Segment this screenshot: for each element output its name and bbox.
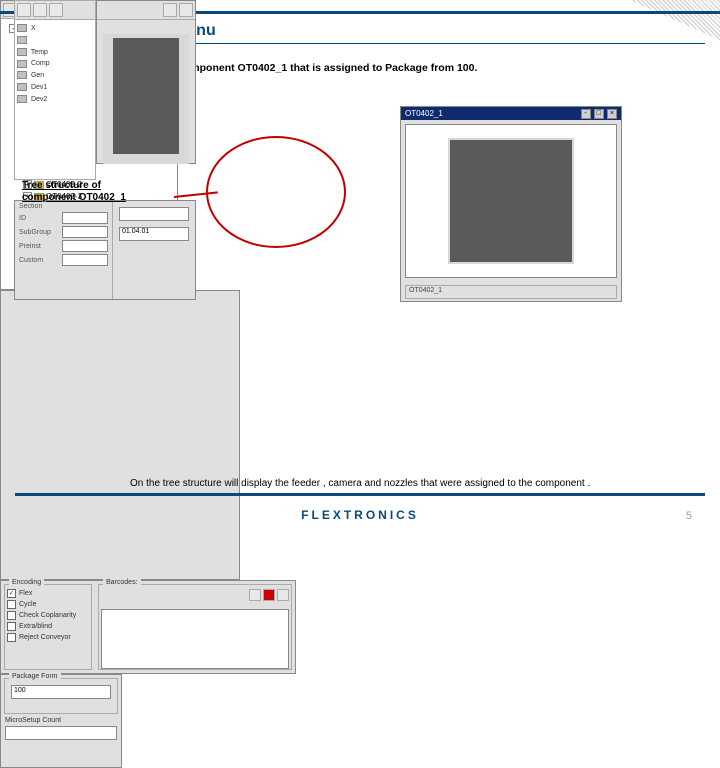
barcodes-legend: Barcodes:	[103, 579, 141, 586]
checkbox-icon[interactable]	[7, 600, 16, 609]
microsetup-field[interactable]	[5, 726, 117, 740]
checkbox-row[interactable]: Extra/blind	[7, 622, 89, 631]
barcodes-list[interactable]	[101, 609, 289, 669]
form-field[interactable]	[62, 254, 108, 266]
toolbar-button[interactable]	[277, 589, 289, 601]
form-row: Preinst	[19, 240, 108, 252]
minimize-icon[interactable]: -	[581, 109, 591, 119]
checkbox-row[interactable]: ✓Flex	[7, 589, 89, 598]
form-field[interactable]	[119, 207, 189, 221]
encoding-group: Encoding ✓FlexCycleCheck CoplanarityExtr…	[4, 584, 92, 670]
toolbar-button[interactable]	[49, 3, 63, 17]
checkbox-label: Check Coplanarity	[19, 612, 76, 619]
checkbox-label: Reject Conveyor	[19, 634, 71, 641]
delete-icon[interactable]	[263, 589, 275, 601]
maximize-icon[interactable]: □	[594, 109, 604, 119]
right-panel-bg	[0, 290, 240, 580]
annotation-line1: Tree structure of	[22, 180, 101, 191]
palette-item[interactable]: Gen	[17, 71, 93, 81]
checkbox-icon[interactable]	[7, 633, 16, 642]
page-number: 5	[686, 510, 692, 522]
package-form-panel: Package Form 100 MicroSetup Count	[0, 674, 122, 768]
palette-item[interactable]: Dev1	[17, 83, 93, 93]
annotation-label: Tree structure of component OT0402_1	[22, 180, 126, 204]
callout-line	[174, 191, 218, 198]
checkbox-label: Flex	[19, 590, 32, 597]
right-statusbar: OT0402_1	[405, 285, 617, 299]
item-icon	[17, 36, 27, 44]
logo: FLEXTRONICS	[301, 508, 419, 522]
form-label: ID	[19, 215, 59, 222]
form-label: Preinst	[19, 243, 59, 250]
palette-item[interactable]: Temp	[17, 48, 93, 58]
left-preview-canvas	[103, 34, 189, 164]
item-icon	[17, 48, 27, 56]
form-field[interactable]	[62, 212, 108, 224]
form-field[interactable]	[62, 240, 108, 252]
checkbox-row[interactable]: Check Coplanarity	[7, 611, 89, 620]
right-window-titlebar: OT0402_1 - □ ×	[401, 107, 621, 120]
left-form-panel: Section ID SubGroup Preinst Custom 01.04.01	[14, 200, 196, 300]
window-buttons: - □ ×	[580, 108, 617, 119]
toolbar-button[interactable]	[163, 3, 177, 17]
package-form-legend: Package Form	[9, 673, 61, 680]
checkbox-label: Extra/blind	[19, 623, 52, 630]
left-palette-toolbar	[15, 1, 95, 20]
right-window-title: OT0402_1	[405, 109, 443, 118]
form-row: ID	[19, 212, 108, 224]
callout-circle	[206, 136, 346, 248]
form-legend: Section	[19, 203, 59, 210]
form-field[interactable]	[62, 226, 108, 238]
checkbox-icon[interactable]	[7, 622, 16, 631]
form-label: SubGroup	[19, 229, 59, 236]
package-form-field[interactable]: 100	[11, 685, 111, 699]
checkbox-label: Cycle	[19, 601, 37, 608]
item-icon	[17, 60, 27, 68]
right-canvas-wrap	[405, 124, 617, 278]
form-label: Custom	[19, 257, 59, 264]
toolbar-button[interactable]	[33, 3, 47, 17]
left-preview-window	[96, 0, 196, 164]
left-preview-toolbar	[97, 1, 195, 20]
checkbox-row[interactable]: Reject Conveyor	[7, 633, 89, 642]
barcodes-toolbar	[101, 587, 289, 603]
corner-graphic	[630, 0, 720, 40]
checkbox-row[interactable]: Cycle	[7, 600, 89, 609]
checkbox-icon[interactable]	[7, 611, 16, 620]
left-palette-window: X Temp Comp Gen Dev1 Dev2	[14, 0, 96, 180]
toolbar-button[interactable]	[249, 589, 261, 601]
palette-item[interactable]: Comp	[17, 59, 93, 69]
barcodes-group: Barcodes:	[98, 584, 292, 670]
close-icon[interactable]: ×	[607, 109, 617, 119]
item-icon	[17, 71, 27, 79]
right-canvas	[448, 138, 574, 264]
left-palette-body: X Temp Comp Gen Dev1 Dev2	[15, 20, 95, 109]
bottom-caption: On the tree structure will display the f…	[130, 478, 590, 489]
item-icon	[17, 24, 27, 32]
package-form-group: Package Form 100	[4, 678, 118, 714]
palette-item[interactable]	[17, 36, 93, 46]
palette-item[interactable]: X	[17, 24, 93, 34]
checkbox-icon[interactable]: ✓	[7, 589, 16, 598]
encoding-legend: Encoding	[9, 579, 44, 586]
encoding-panel: Encoding ✓Flex Cycle Check Coplanarity Extr…	[0, 580, 296, 674]
item-icon	[17, 83, 27, 91]
item-icon	[17, 95, 27, 103]
toolbar-button[interactable]	[17, 3, 31, 17]
palette-item[interactable]: Dev2	[17, 95, 93, 105]
form-row: SubGroup	[19, 226, 108, 238]
form-row: Custom	[19, 254, 108, 266]
toolbar-button[interactable]	[179, 3, 193, 17]
microsetup-label: MicroSetup Count	[5, 717, 117, 724]
bottom-band	[15, 493, 705, 496]
annotation-line2: component OT0402_1	[22, 192, 126, 203]
form-field[interactable]: 01.04.01	[119, 227, 189, 241]
right-preview-window: OT0402_1 - □ × OT0402_1	[400, 106, 622, 302]
